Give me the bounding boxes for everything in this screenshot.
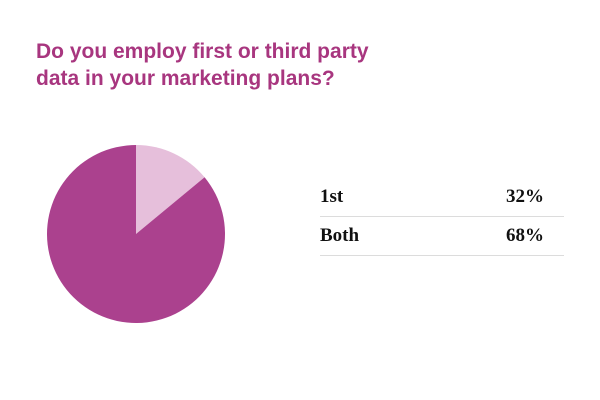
legend-row-1st: 1st 32% bbox=[320, 178, 564, 217]
pie-slice-both bbox=[46, 145, 225, 323]
legend-label-both: Both bbox=[320, 225, 360, 246]
chart-title-line-2: data in your marketing plans? bbox=[36, 67, 335, 90]
legend-table: 1st 32% Both 68% bbox=[320, 178, 564, 256]
legend-value-1st: 32% bbox=[506, 186, 544, 207]
pie-chart bbox=[46, 145, 225, 323]
pie-slice-1st bbox=[136, 145, 205, 234]
chart-title: Do you employ first or third party data … bbox=[36, 38, 456, 92]
legend-label-1st: 1st bbox=[320, 186, 344, 207]
legend-row-both: Both 68% bbox=[320, 217, 564, 256]
chart-title-line-1: Do you employ first or third party bbox=[36, 40, 369, 63]
legend-value-both: 68% bbox=[506, 225, 544, 246]
